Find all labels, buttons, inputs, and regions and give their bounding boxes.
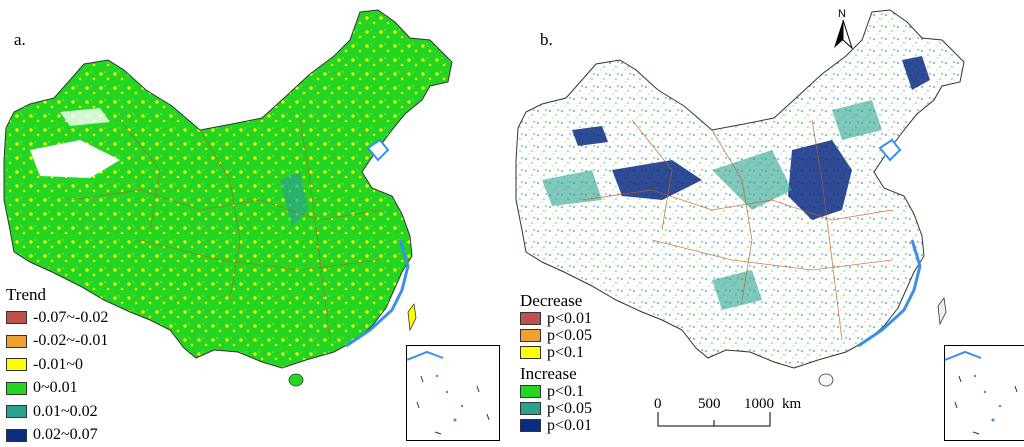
increase-legend-item: p<0.05 (520, 400, 592, 417)
trend-legend-label: 0~0.01 (33, 380, 78, 396)
trend-legend-item: 0.02~0.07 (6, 424, 108, 447)
increase-legend-label: p<0.01 (547, 418, 592, 434)
scalebar-unit: km (782, 396, 801, 413)
scalebar-tick-500: 500 (698, 396, 721, 413)
increase-legend-swatch (520, 419, 541, 432)
hainan-island-a (289, 374, 303, 386)
trend-legend-item: -0.01~0 (6, 353, 108, 377)
trend-legend-label: -0.07~-0.02 (33, 310, 108, 326)
decrease-legend-label: p<0.01 (547, 311, 592, 327)
decrease-legend-item: p<0.01 (520, 310, 592, 327)
south-china-sea-inset-a (406, 345, 500, 441)
trend-legend-swatch (6, 358, 27, 371)
taiwan-island-b (938, 298, 946, 324)
increase-legend-swatch (520, 385, 541, 398)
decrease-title: Decrease (520, 292, 592, 309)
increase-legend-swatch (520, 402, 541, 415)
increase-legend-label: p<0.1 (547, 384, 584, 400)
north-label: N (838, 8, 846, 20)
panel-label-b: b. (540, 30, 553, 50)
trend-legend-swatch (6, 405, 27, 418)
trend-legend-swatch (6, 311, 27, 324)
panel-label-a: a. (14, 30, 26, 50)
trend-legend-swatch (6, 382, 27, 395)
trend-legend-swatch (6, 429, 27, 442)
trend-legend-label: 0.01~0.02 (33, 404, 98, 420)
trend-legend-label: -0.02~-0.01 (33, 333, 108, 349)
trend-legend-item: -0.02~-0.01 (6, 330, 108, 354)
trend-legend-label: 0.02~0.07 (33, 427, 98, 443)
south-china-sea-inset-b (944, 345, 1024, 441)
trend-legend-item: 0~0.01 (6, 377, 108, 401)
trend-legend-item: 0.01~0.02 (6, 400, 108, 424)
map-panel-a: a. Trend -0.07~-0.02 -0.02~-0.01 -0.01~0 0~… (0, 0, 512, 446)
decrease-legend-label: p<0.05 (547, 328, 592, 344)
decrease-legend-swatch (520, 329, 541, 342)
scalebar: 0 500 1000 km (654, 396, 814, 412)
taiwan-island-a (408, 304, 416, 330)
legend-items-a: -0.07~-0.02 -0.02~-0.01 -0.01~0 0~0.01 0.01~… (6, 306, 108, 447)
scalebar-tick-0: 0 (654, 396, 662, 413)
decrease-legend-item: p<0.1 (520, 344, 592, 361)
decrease-legend-label: p<0.1 (547, 345, 584, 361)
increase-legend-item: p<0.01 (520, 417, 592, 434)
hainan-island-b (819, 374, 833, 386)
trend-legend-item: -0.07~-0.02 (6, 306, 108, 330)
increase-title: Increase (520, 365, 592, 382)
scalebar-graphic (658, 412, 770, 426)
decrease-legend-swatch (520, 312, 541, 325)
increase-legend-item: p<0.1 (520, 383, 592, 400)
decrease-legend-item: p<0.05 (520, 327, 592, 344)
scalebar-tick-1000: 1000 (744, 396, 774, 413)
decrease-legend-swatch (520, 346, 541, 359)
trend-legend: Trend -0.07~-0.02 -0.02~-0.01 -0.01~0 0~0.0… (6, 286, 108, 447)
legend-title-a: Trend (6, 286, 108, 303)
trend-legend-label: -0.01~0 (33, 357, 83, 373)
north-arrow-icon: N (830, 6, 856, 50)
trend-legend-swatch (6, 335, 27, 348)
increase-legend-label: p<0.05 (547, 401, 592, 417)
